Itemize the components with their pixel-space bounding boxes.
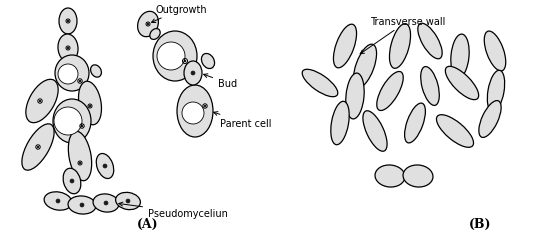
Ellipse shape <box>201 54 214 69</box>
Circle shape <box>67 48 69 50</box>
Ellipse shape <box>421 67 440 106</box>
Ellipse shape <box>331 102 349 145</box>
Circle shape <box>79 81 81 82</box>
Circle shape <box>182 103 204 125</box>
Ellipse shape <box>22 124 54 170</box>
Ellipse shape <box>363 111 387 152</box>
Circle shape <box>184 61 186 63</box>
Ellipse shape <box>484 32 506 72</box>
Text: (B): (B) <box>469 217 491 230</box>
Circle shape <box>58 65 78 85</box>
Text: Pseudomyceliun: Pseudomyceliun <box>119 202 228 218</box>
Ellipse shape <box>333 25 356 69</box>
Circle shape <box>37 146 39 148</box>
Ellipse shape <box>78 82 102 125</box>
Ellipse shape <box>93 194 119 212</box>
Ellipse shape <box>116 192 140 210</box>
Circle shape <box>71 180 73 182</box>
Circle shape <box>57 200 59 202</box>
Ellipse shape <box>26 80 58 123</box>
Circle shape <box>157 43 185 71</box>
Ellipse shape <box>479 101 501 138</box>
Ellipse shape <box>389 24 410 69</box>
Ellipse shape <box>58 35 78 63</box>
Ellipse shape <box>68 196 96 214</box>
Ellipse shape <box>404 104 426 143</box>
Ellipse shape <box>96 154 114 179</box>
Ellipse shape <box>446 67 478 100</box>
Text: Transverse wall: Transverse wall <box>360 17 445 55</box>
Ellipse shape <box>377 72 403 111</box>
Ellipse shape <box>91 66 102 78</box>
Circle shape <box>81 204 83 206</box>
Circle shape <box>67 21 69 23</box>
Ellipse shape <box>487 71 505 112</box>
Circle shape <box>104 165 106 167</box>
Circle shape <box>127 200 129 202</box>
Text: (A): (A) <box>137 217 159 230</box>
Circle shape <box>79 162 81 164</box>
Text: Bud: Bud <box>204 74 237 89</box>
Ellipse shape <box>150 29 160 40</box>
Ellipse shape <box>375 165 405 187</box>
Ellipse shape <box>153 32 197 82</box>
Circle shape <box>147 24 149 26</box>
Circle shape <box>89 106 91 107</box>
Ellipse shape <box>451 35 469 79</box>
Ellipse shape <box>53 100 91 143</box>
Ellipse shape <box>69 132 92 181</box>
Circle shape <box>105 202 107 204</box>
Ellipse shape <box>44 192 72 210</box>
Ellipse shape <box>436 115 474 148</box>
Ellipse shape <box>177 86 213 137</box>
Ellipse shape <box>346 74 364 119</box>
Text: Parent cell: Parent cell <box>214 112 272 128</box>
Text: Outgrowth: Outgrowth <box>152 5 207 23</box>
Ellipse shape <box>184 62 202 86</box>
Circle shape <box>81 126 83 127</box>
Ellipse shape <box>59 9 77 35</box>
Circle shape <box>39 101 41 102</box>
Ellipse shape <box>302 70 338 97</box>
Ellipse shape <box>354 45 376 88</box>
Ellipse shape <box>403 165 433 187</box>
Ellipse shape <box>418 24 442 60</box>
Ellipse shape <box>138 12 158 37</box>
Ellipse shape <box>55 56 89 92</box>
Circle shape <box>54 108 82 135</box>
Circle shape <box>192 73 194 74</box>
Circle shape <box>204 106 206 107</box>
Ellipse shape <box>63 169 81 194</box>
